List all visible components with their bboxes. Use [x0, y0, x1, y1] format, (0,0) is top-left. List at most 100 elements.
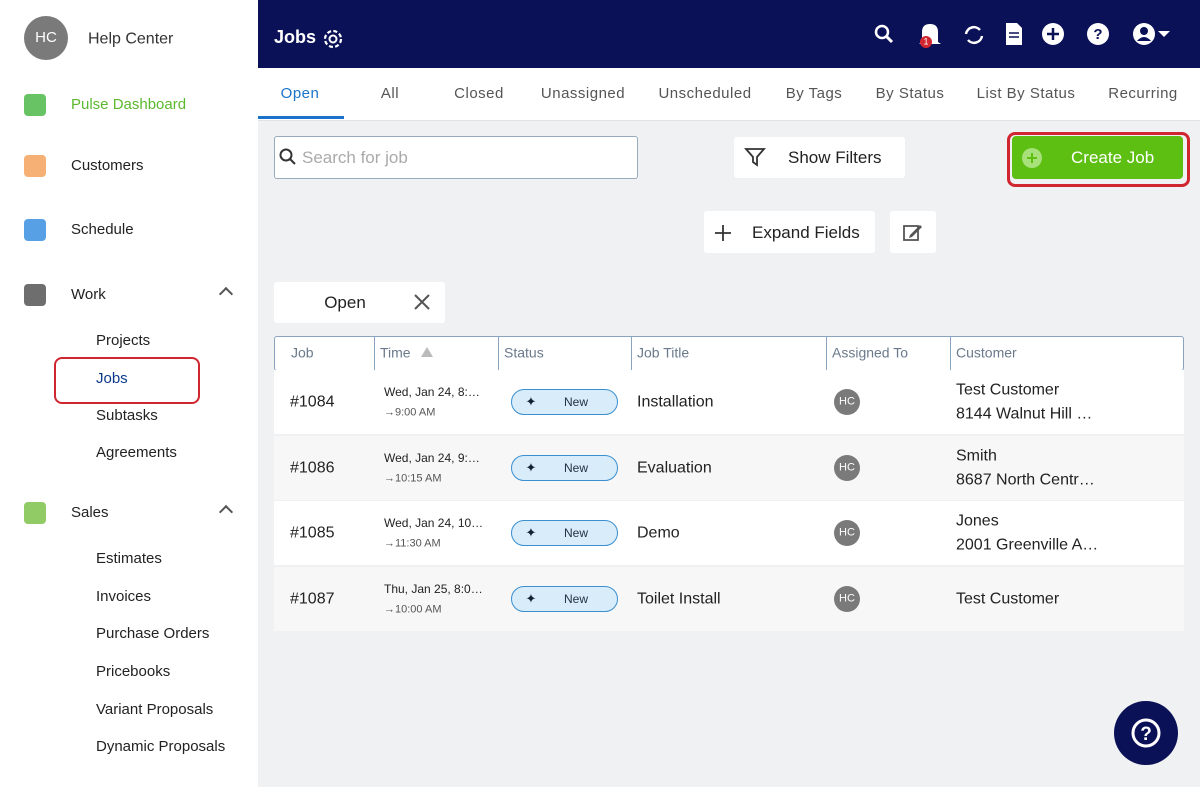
- column-header[interactable]: Job: [291, 344, 314, 361]
- show-filters-button[interactable]: [734, 137, 905, 178]
- active-tab-indicator: [258, 116, 344, 119]
- nav-item[interactable]: Customers: [71, 157, 144, 174]
- job-number: #1085: [290, 524, 335, 542]
- highlight-box: [1007, 132, 1190, 187]
- nav-subitem[interactable]: Projects: [96, 332, 151, 349]
- assignee-initials: HC: [839, 460, 855, 473]
- nav-subitem[interactable]: Dynamic Proposals: [96, 738, 226, 755]
- edit-icon: [903, 225, 922, 241]
- job-date: Wed, Jan 24, 10…: [384, 515, 484, 530]
- assignee-initials: HC: [839, 591, 855, 604]
- tab[interactable]: Unscheduled: [658, 85, 752, 102]
- expand-icon: [715, 225, 731, 241]
- table-row[interactable]: [274, 501, 1184, 565]
- nav-item[interactable]: Schedule: [71, 221, 134, 238]
- job-title: Installation: [637, 393, 714, 411]
- status-pill: [511, 454, 618, 481]
- job-title: Toilet Install: [637, 589, 721, 607]
- nav-subitem[interactable]: Estimates: [96, 550, 162, 567]
- assignee-avatar: [834, 454, 860, 481]
- remove-filter-icon[interactable]: [413, 293, 431, 311]
- account-icon[interactable]: [1133, 23, 1170, 45]
- job-title: Demo: [637, 524, 680, 542]
- highlight-box: [54, 357, 200, 404]
- column-header[interactable]: Status: [504, 344, 544, 361]
- create-job-icon: [1022, 148, 1042, 168]
- nav-subitem[interactable]: Jobs: [96, 370, 128, 387]
- nav-item[interactable]: Sales: [71, 504, 109, 521]
- filter-chip: [274, 282, 445, 323]
- user-name: Help Center: [88, 30, 174, 48]
- column-divider: [374, 337, 375, 370]
- assignee-initials: HC: [839, 526, 855, 539]
- job-date: Wed, Jan 24, 8:…: [384, 384, 480, 399]
- expand-fields-label: Expand Fields: [752, 222, 860, 242]
- job-date: Wed, Jan 24, 9:…: [384, 450, 480, 465]
- nav-item[interactable]: Pulse Dashboard: [71, 96, 187, 113]
- status-icon: ✦: [525, 590, 537, 606]
- tab[interactable]: Unassigned: [540, 85, 626, 102]
- nav-subitem[interactable]: Subtasks: [96, 407, 158, 424]
- nav-subitem[interactable]: Pricebooks: [96, 663, 171, 680]
- table-row[interactable]: [274, 435, 1184, 500]
- user-avatar[interactable]: [24, 16, 68, 60]
- nav-icon: [24, 94, 46, 116]
- page-title: Jobs: [274, 27, 317, 48]
- column-header[interactable]: Customer: [956, 344, 1017, 361]
- header-icons: ?: [874, 23, 1170, 48]
- svg-text:?: ?: [1140, 724, 1152, 745]
- assignee-avatar: [834, 585, 860, 612]
- search-placeholder: Search for job: [302, 147, 408, 167]
- status-icon: ✦: [525, 394, 537, 410]
- sort-indicator[interactable]: [421, 347, 433, 357]
- customer-line: Smith: [956, 446, 997, 464]
- svg-text:?: ?: [1093, 26, 1102, 43]
- nav-subitem[interactable]: Variant Proposals: [96, 701, 214, 718]
- table-row[interactable]: [274, 370, 1184, 434]
- document-icon[interactable]: [1006, 23, 1022, 45]
- column-header[interactable]: Time: [380, 344, 411, 361]
- column-header[interactable]: Assigned To: [832, 344, 909, 361]
- add-icon[interactable]: [1042, 23, 1064, 45]
- column-header[interactable]: Job Title: [637, 344, 690, 361]
- tab[interactable]: All: [380, 85, 400, 102]
- job-end-time: →10:15 AM: [384, 471, 442, 484]
- tab-bar: [258, 68, 1200, 121]
- help-icon[interactable]: ?: [1087, 23, 1109, 45]
- search-input[interactable]: [274, 136, 638, 179]
- tab[interactable]: Closed: [454, 85, 504, 102]
- help-button[interactable]: [1114, 701, 1178, 765]
- status-label: New: [563, 460, 589, 475]
- column-divider: [631, 337, 632, 370]
- notification-count: 1: [923, 36, 929, 47]
- tab[interactable]: By Tags: [785, 85, 843, 102]
- table-row[interactable]: [274, 566, 1184, 631]
- tab[interactable]: Recurring: [1108, 85, 1178, 102]
- sync-icon[interactable]: [964, 25, 984, 45]
- customer-line: Test Customer: [956, 381, 1060, 399]
- notifications-icon[interactable]: [919, 24, 941, 48]
- assignee-initials: HC: [839, 395, 855, 408]
- customer-line: 2001 Greenville A…: [956, 536, 1099, 554]
- job-date: Thu, Jan 25, 8:0…: [384, 581, 483, 596]
- settings-icon[interactable]: [320, 26, 346, 52]
- nav-icon: [24, 502, 46, 524]
- column-divider: [826, 337, 827, 370]
- status-label: New: [563, 525, 589, 540]
- filter-chip-label: Open: [324, 292, 366, 312]
- sidebar: [0, 0, 258, 787]
- nav-item[interactable]: Work: [71, 286, 106, 303]
- search-icon[interactable]: [874, 24, 894, 44]
- nav-subitem[interactable]: Invoices: [96, 588, 152, 605]
- tab[interactable]: By Status: [875, 85, 945, 102]
- customer-line: 8144 Walnut Hill …: [956, 405, 1093, 423]
- assignee-avatar: [834, 389, 860, 415]
- nav-subitem[interactable]: Purchase Orders: [96, 625, 210, 642]
- nav-icon: [24, 284, 46, 306]
- status-label: New: [563, 591, 589, 606]
- nav-subitem[interactable]: Agreements: [96, 444, 177, 461]
- tab[interactable]: List By Status: [976, 85, 1076, 102]
- expand-fields-button[interactable]: [704, 211, 875, 253]
- tab[interactable]: Open: [280, 85, 320, 102]
